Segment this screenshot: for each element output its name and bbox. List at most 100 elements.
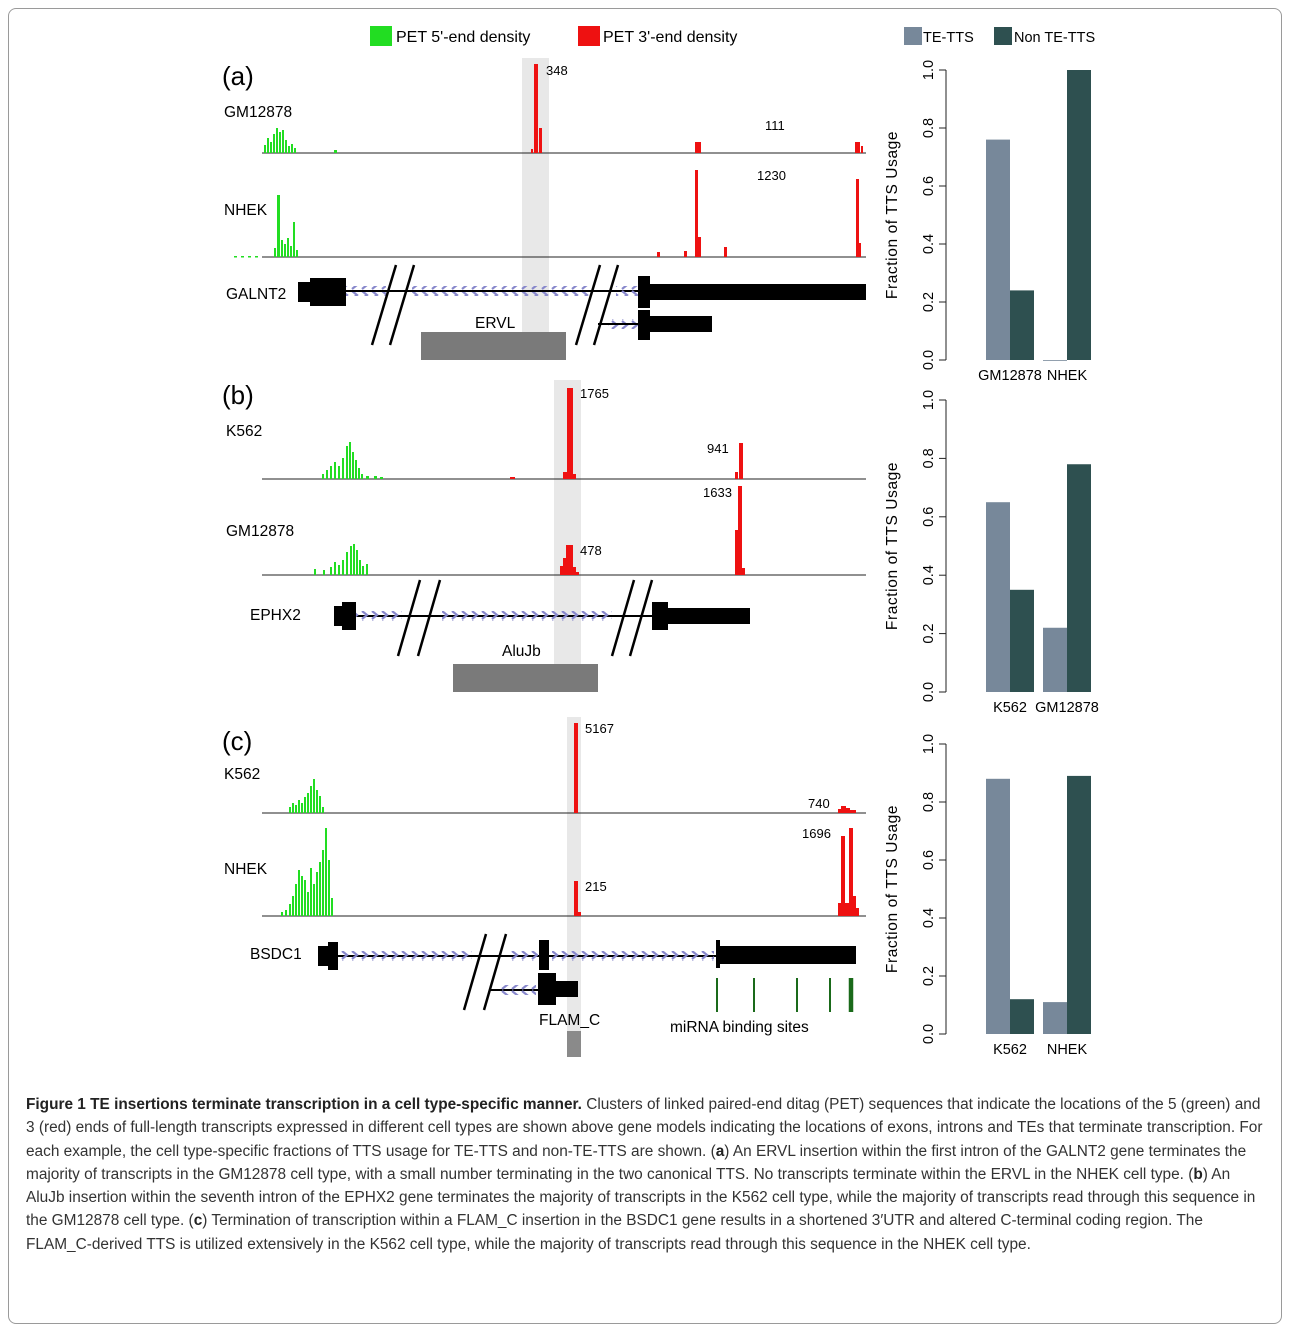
pet5-bin bbox=[374, 476, 377, 479]
pet3-bin bbox=[838, 903, 841, 916]
bar bbox=[1043, 627, 1067, 692]
y-tick-label: 0.4 bbox=[921, 908, 937, 928]
peak-count: 1765 bbox=[580, 386, 609, 401]
pet3-bin bbox=[859, 243, 861, 257]
pet5-density-gm12878 bbox=[314, 544, 368, 575]
pet5-bin bbox=[330, 466, 332, 479]
bar bbox=[1067, 775, 1091, 1034]
coding-exon bbox=[328, 942, 338, 970]
pet3-bin bbox=[742, 568, 745, 575]
pet3-density-k562 bbox=[574, 723, 856, 813]
coding-exon bbox=[539, 940, 549, 970]
intron-arrows bbox=[500, 985, 536, 995]
pet3-peak bbox=[738, 486, 742, 575]
pet5-density-k562 bbox=[322, 442, 383, 479]
pet5-bin bbox=[331, 898, 333, 916]
axis-break bbox=[462, 933, 488, 1011]
te-box bbox=[421, 332, 566, 360]
pet3-bin bbox=[573, 474, 576, 479]
y-tick-label: 0.8 bbox=[921, 792, 937, 812]
pet3-peak bbox=[534, 64, 538, 153]
bar bbox=[1067, 464, 1091, 692]
gene-model-bsdc1 bbox=[318, 933, 856, 1011]
pet5-bin bbox=[295, 805, 297, 813]
pet5-bin bbox=[328, 860, 330, 916]
pet5-bin bbox=[292, 896, 294, 916]
pet5-bin bbox=[326, 470, 328, 479]
pet5-bin bbox=[248, 256, 251, 258]
y-tick-label: 1.0 bbox=[921, 60, 937, 80]
pet3-bin bbox=[838, 809, 841, 813]
pet3-density-gm12878 bbox=[560, 486, 745, 575]
pet5-bin bbox=[313, 779, 315, 813]
category-label: GM12878 bbox=[978, 368, 1042, 384]
category-label: NHEK bbox=[1047, 1042, 1088, 1058]
coding-exon bbox=[716, 940, 720, 968]
y-tick-label: 0.4 bbox=[921, 234, 937, 254]
pet5-legend-swatch bbox=[370, 26, 392, 46]
peak-count: 1633 bbox=[703, 485, 732, 500]
y-tick-label: 0.0 bbox=[921, 1024, 937, 1044]
gene-name: EPHX2 bbox=[250, 607, 301, 624]
pet5-bin bbox=[298, 800, 300, 813]
cell-label-nhek: NHEK bbox=[224, 861, 268, 878]
pet3-bin bbox=[695, 142, 701, 153]
peak-count: 740 bbox=[808, 796, 830, 811]
gene-model-ephx2 bbox=[334, 579, 750, 657]
axis-break bbox=[396, 579, 422, 657]
pet5-bin bbox=[322, 807, 324, 813]
pet5-bin bbox=[314, 569, 316, 575]
pet5-bin bbox=[342, 560, 344, 575]
mirna-label: miRNA binding sites bbox=[670, 1019, 809, 1036]
peak-count: 941 bbox=[707, 441, 729, 456]
peak-count: 478 bbox=[580, 543, 602, 558]
y-tick-label: 0.8 bbox=[921, 448, 937, 468]
pet3-bin bbox=[510, 477, 515, 479]
pet5-bin bbox=[281, 912, 283, 916]
pet3-bin bbox=[853, 896, 856, 916]
pet5-bin bbox=[284, 244, 286, 257]
pet5-bin bbox=[346, 552, 348, 575]
gene-name: GALNT2 bbox=[226, 286, 286, 303]
te-name: ERVL bbox=[475, 315, 516, 332]
te-name: FLAM_C bbox=[539, 1012, 600, 1029]
bar bbox=[1010, 290, 1034, 360]
pet5-bin bbox=[295, 884, 297, 916]
bar bbox=[986, 139, 1010, 360]
pet5-bin bbox=[330, 567, 332, 575]
pet5-bin bbox=[380, 477, 383, 479]
pet5-bin bbox=[273, 134, 275, 153]
pet3-density-nhek bbox=[574, 828, 859, 916]
mirna-binding-sites bbox=[716, 978, 854, 1012]
coding-exon bbox=[538, 973, 556, 1005]
utr-exon bbox=[650, 316, 712, 332]
y-tick-label: 0.4 bbox=[921, 565, 937, 585]
axis-break bbox=[574, 264, 602, 346]
pet5-bin bbox=[289, 904, 291, 916]
panel-label: (b) bbox=[222, 380, 254, 410]
pet5-bin bbox=[301, 876, 303, 916]
pet5-bin bbox=[274, 248, 276, 257]
cell-label-gm12878: GM12878 bbox=[224, 104, 292, 121]
pet5-bin bbox=[349, 442, 351, 479]
pet3-peak bbox=[574, 723, 578, 813]
peak-count: 348 bbox=[546, 63, 568, 78]
pet5-bin bbox=[319, 796, 321, 813]
pet5-bin bbox=[325, 828, 327, 916]
y-tick-label: 0.2 bbox=[921, 966, 937, 986]
cell-label-nhek: NHEK bbox=[224, 202, 268, 219]
figure-caption: Figure 1 TE insertions terminate transcr… bbox=[26, 1093, 1266, 1256]
pet5-density-k562 bbox=[289, 779, 324, 813]
pet3-bin bbox=[563, 472, 567, 479]
te-box bbox=[453, 664, 598, 692]
bar-legend: TE-TTS Non TE-TTS bbox=[904, 27, 1095, 46]
y-tick-label: 1.0 bbox=[921, 734, 937, 754]
pet5-bin bbox=[316, 872, 318, 916]
bar bbox=[1043, 1002, 1067, 1034]
pet5-bin bbox=[270, 142, 272, 153]
pet5-bin bbox=[338, 565, 340, 575]
pet5-bin bbox=[323, 570, 325, 575]
pet5-bin bbox=[322, 850, 324, 916]
pet5-density-gm12878 bbox=[264, 128, 337, 153]
peak-count: 111 bbox=[765, 118, 785, 133]
